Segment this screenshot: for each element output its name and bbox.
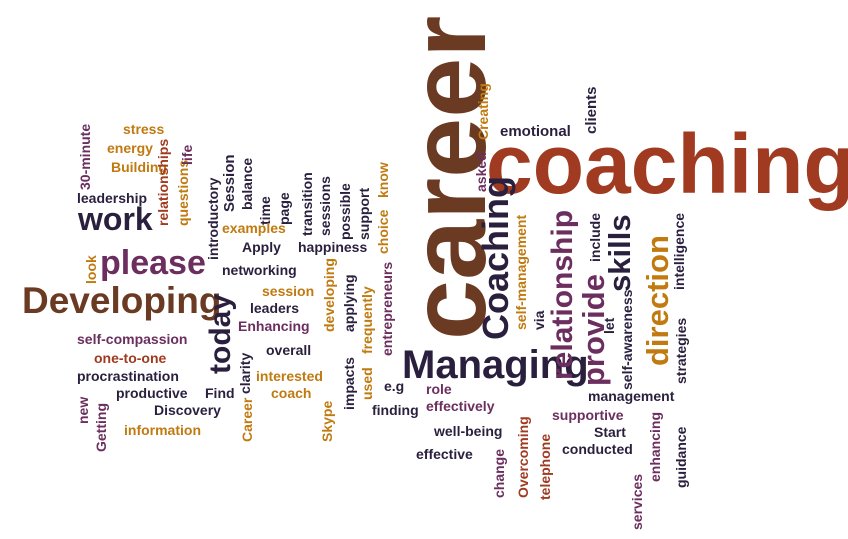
- word-new: new: [75, 396, 91, 424]
- word-self-awareness: self-awareness: [619, 289, 635, 390]
- word-finding: finding: [372, 402, 419, 418]
- word-possible: possible: [337, 183, 353, 240]
- word-asked: asked: [473, 152, 489, 192]
- word-overcoming: Overcoming: [515, 416, 531, 498]
- word-self-management: self-management: [513, 214, 529, 330]
- word-frequently: frequently: [359, 286, 375, 354]
- word-entrepreneurs: entrepreneurs: [379, 261, 395, 356]
- word-productive: productive: [116, 385, 188, 401]
- word-energy: energy: [107, 140, 153, 156]
- word-information: information: [124, 422, 201, 438]
- word-change: change: [491, 448, 507, 498]
- word-life: life: [179, 144, 195, 165]
- word-enhancing: enhancing: [647, 411, 663, 482]
- word-guidance: guidance: [673, 426, 689, 488]
- word-stress: stress: [123, 121, 165, 137]
- word-today: today: [204, 293, 237, 374]
- word-choice: choice: [375, 209, 391, 254]
- word-via: via: [531, 310, 547, 330]
- word-used: used: [359, 367, 375, 400]
- word-intelligence: intelligence: [671, 212, 687, 290]
- word-eg: e.g: [384, 378, 405, 394]
- word-networking: networking: [222, 262, 297, 278]
- word-support: support: [356, 187, 372, 240]
- word-work: work: [78, 201, 153, 237]
- word-discovery: Discovery: [154, 402, 221, 418]
- word-session: session: [262, 283, 315, 299]
- word-coaching: coaching: [486, 117, 848, 211]
- word-30-minute: 30-minute: [77, 123, 93, 190]
- word-relationship: relationship: [546, 209, 579, 380]
- word-enhancing-cap: Enhancing: [238, 318, 310, 334]
- word-relationships: relationships: [155, 138, 171, 226]
- word-getting: Getting: [93, 403, 109, 452]
- word-supportive: supportive: [552, 407, 624, 423]
- word-effectively: effectively: [426, 398, 495, 414]
- word-telephone: telephone: [537, 433, 553, 500]
- word-emotional: emotional: [500, 123, 571, 140]
- word-session-cap: Session: [221, 154, 238, 212]
- word-coach: coach: [271, 385, 312, 401]
- word-direction: direction: [640, 235, 675, 366]
- word-skills: skills: [602, 214, 637, 292]
- word-examples: examples: [222, 220, 286, 236]
- word-happiness: happiness: [298, 239, 368, 255]
- word-start: Start: [594, 424, 626, 440]
- word-well-being: well-being: [434, 423, 503, 439]
- word-find: Find: [205, 385, 235, 401]
- word-leadership: leadership: [77, 190, 148, 206]
- word-balance: balance: [239, 157, 255, 210]
- word-clients: clients: [583, 86, 600, 134]
- word-overall: overall: [266, 342, 312, 358]
- word-effective: effective: [416, 446, 473, 462]
- word-include: include: [587, 212, 603, 262]
- word-developing-small: developing: [321, 258, 337, 332]
- word-one-to-one: one-to-one: [94, 350, 167, 366]
- word-leaders: leaders: [250, 300, 300, 316]
- word-apply: Apply: [242, 239, 281, 255]
- word-look: look: [83, 255, 99, 284]
- word-conducted: conducted: [562, 441, 633, 457]
- word-self-compassion: self-compassion: [77, 331, 188, 347]
- word-building: Building: [111, 159, 167, 175]
- word-applying: applying: [341, 274, 357, 332]
- word-career-small: Career: [239, 397, 255, 442]
- word-introductory: introductory: [205, 177, 221, 260]
- word-managing: Managing: [402, 343, 589, 387]
- word-questions: questions: [175, 159, 191, 226]
- word-skype: Skype: [319, 400, 335, 442]
- word-interested: interested: [256, 368, 323, 384]
- word-please: please: [100, 244, 206, 282]
- word-management: management: [588, 388, 675, 404]
- word-impacts: impacts: [341, 357, 357, 410]
- word-know: know: [375, 162, 391, 198]
- word-developing: Developing: [22, 280, 222, 321]
- word-clarity: clarity: [237, 352, 253, 394]
- word-role: role: [426, 381, 452, 397]
- word-creating: Creating: [475, 83, 491, 140]
- word-sessions: sessions: [317, 176, 333, 236]
- word-transition: transition: [299, 172, 315, 236]
- word-services: services: [629, 473, 645, 530]
- word-strategies: strategies: [673, 317, 689, 384]
- word-procrastination: procrastination: [77, 368, 179, 384]
- word-coaching-vertical: Coaching: [475, 175, 516, 340]
- word-let: let: [601, 317, 617, 334]
